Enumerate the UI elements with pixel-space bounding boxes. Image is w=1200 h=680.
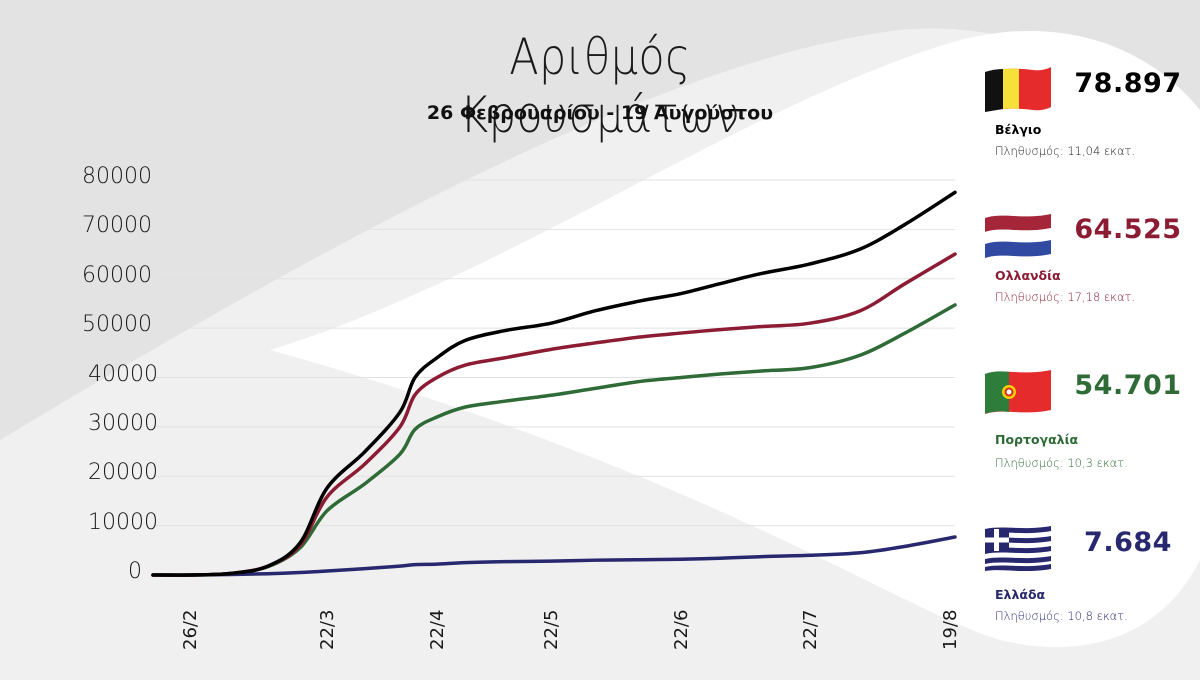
population-text: Πληθυσμός: 17,18 εκατ. xyxy=(995,290,1136,304)
series-line xyxy=(151,252,957,577)
case-count: 78.897 xyxy=(1074,68,1182,99)
x-tick-label: 22/4 xyxy=(427,609,448,650)
y-tick-label: 50000 xyxy=(82,312,152,338)
y-tick-label: 70000 xyxy=(82,213,152,239)
y-tick-label: 40000 xyxy=(88,361,158,387)
country-name: Βέλγιο xyxy=(995,122,1042,137)
series-line xyxy=(151,303,957,577)
y-tick-label: 0 xyxy=(128,559,142,584)
belgium-flag-icon xyxy=(985,67,1051,112)
x-tick-label: 22/3 xyxy=(317,609,338,650)
population-text: Πληθυσμός: 10,3 εκατ. xyxy=(995,456,1128,470)
case-count: 7.684 xyxy=(1084,527,1172,558)
x-tick-label: 19/8 xyxy=(940,609,961,650)
y-tick-label: 30000 xyxy=(88,410,158,436)
series-line xyxy=(151,535,957,577)
population-text: Πληθυσμός: 10,8 εκατ. xyxy=(995,609,1128,623)
case-count: 54.701 xyxy=(1074,370,1182,401)
x-tick-label: 22/7 xyxy=(800,609,821,650)
y-tick-label: 10000 xyxy=(88,509,158,535)
y-tick-label: 80000 xyxy=(82,164,152,189)
y-tick-label: 20000 xyxy=(88,460,158,486)
y-tick-label: 60000 xyxy=(82,262,152,288)
x-tick-label: 22/5 xyxy=(541,609,562,650)
population-text: Πληθυσμός: 11,04 εκατ. xyxy=(995,144,1136,158)
portugal-flag-icon xyxy=(985,370,1051,414)
chart-title: Αριθμός Κρουσμάτων xyxy=(460,28,740,144)
x-tick-label: 26/2 xyxy=(180,609,201,650)
case-count: 64.525 xyxy=(1074,214,1182,245)
chart-subtitle: 26 Φεβρουαρίου - 19 Αυγούστου xyxy=(426,102,774,124)
data-lines xyxy=(151,190,957,577)
series-line xyxy=(151,190,957,577)
x-tick-label: 22/6 xyxy=(671,609,692,650)
country-name: Ολλανδία xyxy=(995,268,1061,283)
netherlands-flag-icon xyxy=(985,214,1051,258)
country-name: Ελλάδα xyxy=(995,587,1046,602)
gridlines xyxy=(153,179,955,527)
greece-flag-icon xyxy=(985,526,1051,571)
country-name: Πορτογαλία xyxy=(995,432,1079,447)
